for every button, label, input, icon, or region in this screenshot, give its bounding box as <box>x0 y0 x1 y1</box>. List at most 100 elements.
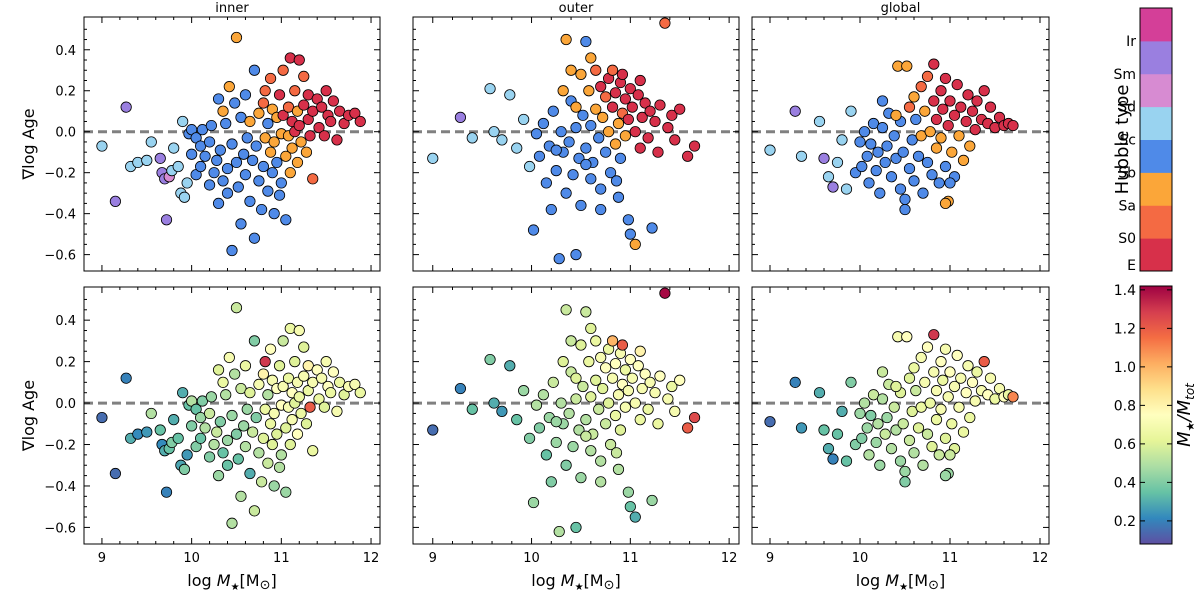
data-point <box>504 360 516 372</box>
data-point <box>649 115 661 128</box>
data-point <box>939 343 952 355</box>
y-tick-label: 0.4 <box>55 44 76 59</box>
data-point <box>266 438 278 451</box>
data-point <box>257 97 269 109</box>
data-point <box>264 343 277 355</box>
data-point <box>511 142 523 154</box>
x-tick-label: 12 <box>363 551 380 566</box>
data-point <box>262 117 274 130</box>
data-point <box>674 103 686 115</box>
data-point <box>908 175 920 187</box>
data-point <box>244 467 256 480</box>
data-point <box>575 339 587 351</box>
data-point <box>154 152 166 164</box>
data-point <box>530 399 543 411</box>
data-point <box>280 486 292 498</box>
data-point <box>908 447 920 459</box>
data-point <box>614 152 627 164</box>
y-tick-label: −0.2 <box>44 167 76 182</box>
colorbar-label: E <box>1127 258 1136 274</box>
data-point <box>937 103 949 115</box>
data-point <box>257 160 269 173</box>
data-point <box>293 391 305 403</box>
data-point <box>840 455 853 467</box>
data-point <box>289 356 301 368</box>
colorbar-segment <box>1140 139 1172 173</box>
data-point <box>935 85 947 97</box>
data-point <box>583 356 595 368</box>
y-tick-label: 0.2 <box>55 85 76 100</box>
data-point <box>935 403 947 415</box>
data-point <box>600 362 612 374</box>
colorbar-frame <box>1139 7 1173 272</box>
data-point <box>286 142 298 154</box>
x-tick-label: 9 <box>98 551 106 566</box>
panel-global-mass-ratio: 9 10 11 12 log M★[M⊙] <box>751 286 1050 591</box>
data-point <box>271 156 283 169</box>
data-point <box>178 191 191 203</box>
data-point <box>253 175 265 187</box>
data-point <box>935 356 947 368</box>
data-point <box>944 95 956 107</box>
data-point <box>262 457 274 469</box>
data-point <box>614 424 627 436</box>
data-point <box>831 156 844 169</box>
data-point <box>238 420 250 432</box>
data-point <box>942 119 954 132</box>
data-point <box>172 432 184 444</box>
data-point <box>262 389 274 401</box>
data-point <box>293 54 305 66</box>
data-point <box>908 91 920 103</box>
data-point <box>861 150 873 162</box>
data-point <box>930 385 943 397</box>
data-point <box>291 428 304 440</box>
data-point <box>585 52 597 64</box>
data-point <box>962 360 974 372</box>
colorbar-gradient <box>1139 285 1173 545</box>
data-point <box>232 181 244 193</box>
data-point <box>917 459 929 471</box>
data-point <box>921 428 934 440</box>
panel-outer-mass-ratio: 9 10 11 12 log M★[M⊙] <box>412 286 740 591</box>
y-tick-label: 0.2 <box>55 356 76 371</box>
data-point <box>930 113 943 126</box>
data-point <box>195 160 207 173</box>
data-point <box>257 368 269 380</box>
data-point <box>933 177 945 189</box>
data-point <box>273 189 286 201</box>
data-point <box>624 83 636 95</box>
data-point <box>327 366 339 378</box>
data-point <box>888 401 900 413</box>
data-point <box>253 447 265 459</box>
data-point <box>255 476 268 488</box>
data-point <box>964 140 976 152</box>
data-point <box>257 432 269 444</box>
data-point <box>928 58 940 70</box>
x-tick-label: 11 <box>622 551 639 566</box>
y-tick-label: 0.0 <box>55 126 76 141</box>
data-point <box>906 405 918 417</box>
data-point <box>903 162 916 175</box>
data-point <box>570 521 582 534</box>
data-point <box>827 453 839 465</box>
data-point <box>822 171 835 183</box>
y-axis-label: ∇log Age <box>19 380 38 452</box>
data-point <box>629 397 641 409</box>
data-point <box>154 424 166 436</box>
data-point <box>969 395 981 407</box>
data-point <box>212 93 225 105</box>
data-point <box>280 150 292 162</box>
data-point <box>109 467 121 480</box>
data-point <box>298 370 310 382</box>
colorbar-segment <box>1140 106 1172 140</box>
data-point <box>300 418 313 430</box>
colorbar-label: Sc <box>1119 133 1136 149</box>
data-point <box>888 130 900 142</box>
data-point <box>570 249 582 261</box>
data-point <box>944 366 956 378</box>
colorbars: E S0 Sa Sb Sc Sd Sm Ir Hubble type 0.2 0.4 0.6 0.8 1.… <box>1112 7 1197 545</box>
data-point <box>984 372 997 384</box>
data-point <box>244 195 256 207</box>
data-point <box>230 302 243 314</box>
data-point <box>858 126 871 138</box>
